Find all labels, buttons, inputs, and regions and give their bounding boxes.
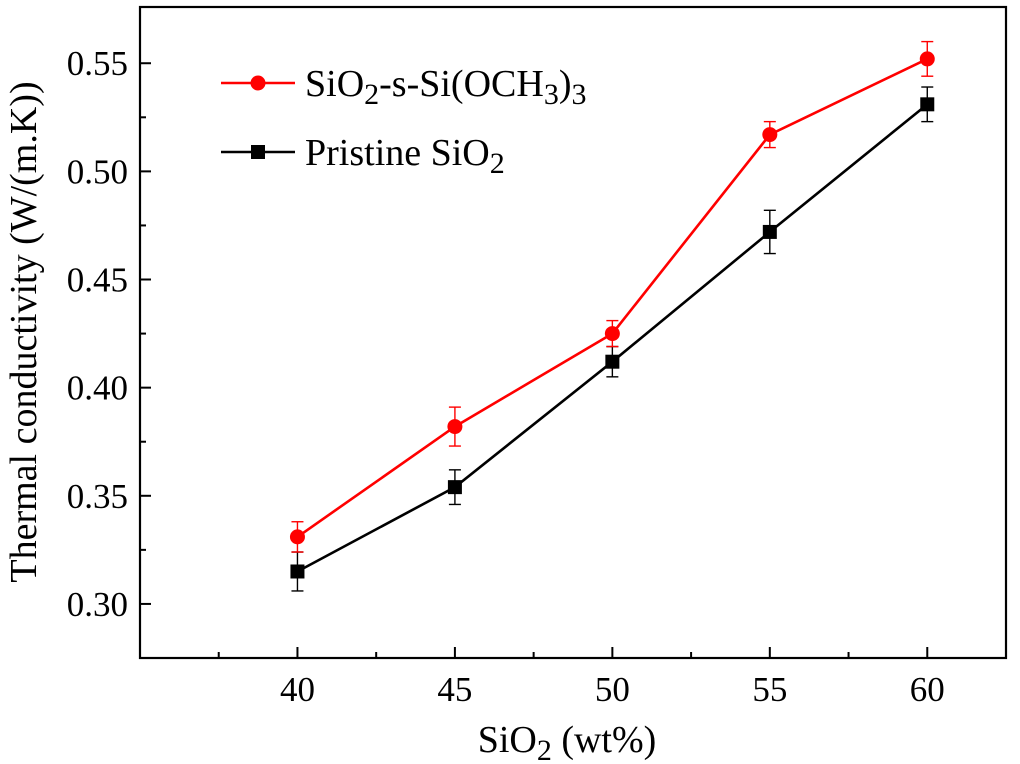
x-tick-label: 45 [437, 670, 472, 709]
legend-marker [251, 145, 265, 159]
y-tick-label: 0.40 [67, 369, 128, 408]
y-tick-label: 0.50 [67, 152, 128, 191]
y-tick-label: 0.45 [67, 261, 128, 300]
legend-label: Pristine SiO2 [305, 132, 505, 180]
x-tick-labels: 40 45 50 55 60 [280, 670, 945, 709]
y-tick-labels: 0.30 0.35 0.40 0.45 0.50 0.55 [67, 44, 128, 624]
x-axis-label: SiO2 (wt%) [478, 719, 657, 764]
x-tick-label: 40 [280, 670, 315, 709]
data-point [919, 51, 935, 67]
series-markers [289, 51, 935, 579]
data-point [762, 224, 777, 239]
data-point [604, 326, 620, 342]
x-tick-label: 55 [752, 670, 787, 709]
legend-label: SiO2-s-Si(OCH3)3 [305, 63, 586, 111]
data-point [605, 354, 620, 369]
y-axis-label: Thermal conductivity (W/(m.K)) [3, 81, 45, 582]
data-point [762, 127, 778, 143]
legend-marker [250, 75, 266, 91]
data-point [289, 529, 305, 545]
y-tick-label: 0.30 [67, 585, 128, 624]
data-point [447, 480, 462, 495]
data-point [290, 564, 305, 579]
error-bars [291, 40, 934, 592]
axis-ticks [140, 62, 929, 658]
x-tick-label: 50 [595, 670, 630, 709]
y-tick-label: 0.55 [67, 44, 128, 83]
legend: SiO2-s-Si(OCH3)3 Pristine SiO2 [221, 63, 586, 180]
series-line [296, 57, 928, 538]
data-point [920, 97, 935, 112]
plot-frame [138, 5, 1008, 660]
y-tick-label: 0.35 [67, 477, 128, 516]
data-point [447, 419, 463, 435]
x-tick-label: 60 [910, 670, 945, 709]
